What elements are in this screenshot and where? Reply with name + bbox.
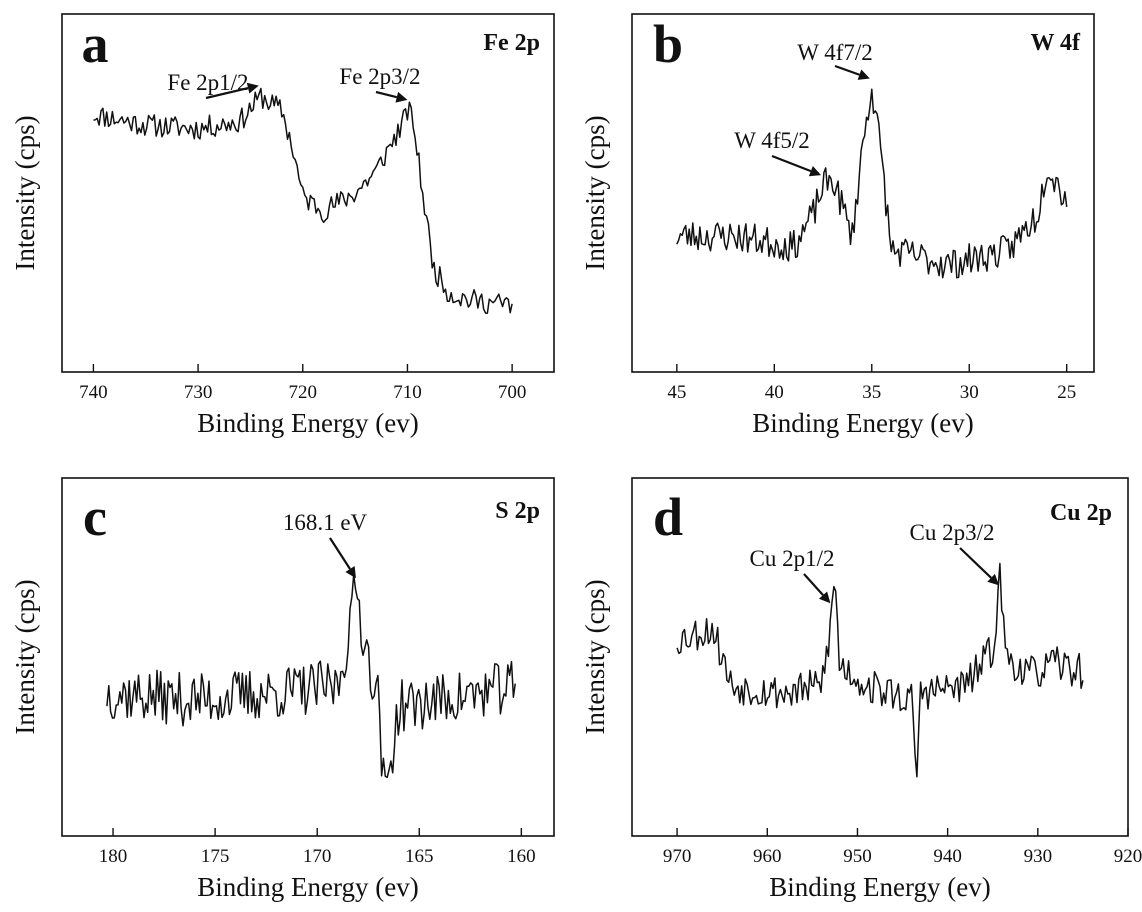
spectrum-line: [106, 573, 516, 779]
xps-panel-d: 970 960 950 940 930 920 Binding Energy (ev) Int…: [580, 477, 1142, 902]
x-tick-label: 35: [862, 382, 881, 403]
x-tick-label: 170: [303, 846, 332, 867]
x-tick-label: 160: [507, 846, 536, 867]
x-tick-label: 30: [960, 382, 979, 403]
panel-letter: d: [653, 487, 683, 547]
x-tick-label: 740: [79, 382, 108, 403]
xps-panel-b: 45 40 35 30 25 Binding Energy (ev) Intensity (…: [580, 13, 1095, 438]
x-tick-label: 175: [201, 846, 230, 867]
x-tick-label: 920: [1114, 846, 1142, 867]
peak-arrow: [803, 573, 824, 596]
x-axis-label: Binding Energy (ev): [197, 872, 418, 902]
element-label: W 4f: [1030, 30, 1081, 56]
plot-frame: [631, 477, 1129, 837]
plot-frame: [61, 13, 555, 373]
y-axis-label: Intensity (cps): [10, 115, 40, 270]
panel-letter: c: [83, 487, 107, 547]
element-label: Fe 2p: [483, 30, 540, 56]
peak-label: Cu 2p1/2: [750, 546, 835, 571]
x-axis-label: Binding Energy (ev): [769, 872, 990, 902]
x-tick-label: 960: [753, 846, 782, 867]
x-tick-label: 25: [1057, 382, 1076, 403]
x-tick-label: 710: [393, 382, 422, 403]
spectrum-line: [676, 88, 1068, 279]
y-axis-label: Intensity (cps): [580, 115, 610, 270]
panel-letter: b: [653, 14, 683, 74]
plot-frame: [631, 13, 1095, 373]
peak-arrow: [205, 87, 249, 100]
peak-label: Fe 2p3/2: [339, 64, 420, 89]
peak-arrow-head: [345, 566, 356, 579]
peak-arrow: [329, 537, 351, 570]
peak-arrow-head: [818, 591, 831, 604]
plot-frame: [61, 477, 555, 837]
x-tick-label: 180: [99, 846, 128, 867]
peak-arrow: [959, 547, 992, 579]
xps-panel-c: 180 175 170 165 160 Binding Energy (ev) Intens…: [10, 477, 555, 902]
x-tick-label: 45: [667, 382, 686, 403]
peak-arrow: [834, 64, 860, 76]
peak-label: Cu 2p3/2: [910, 520, 995, 545]
x-axis-label: Binding Energy (ev): [197, 408, 418, 438]
x-axis-label: Binding Energy (ev): [752, 408, 973, 438]
x-tick-label: 730: [184, 382, 213, 403]
peak-arrow-head: [246, 82, 259, 94]
peak-arrow: [771, 154, 812, 173]
x-tick-label: 940: [933, 846, 962, 867]
peak-arrow-head: [808, 165, 822, 177]
peak-label: 168.1 eV: [283, 510, 368, 535]
spectrum-line: [676, 562, 1084, 778]
peak-arrow-head: [857, 69, 870, 80]
spectrum-line: [93, 87, 513, 314]
x-tick-label: 165: [405, 846, 434, 867]
x-tick-label: 700: [498, 382, 527, 403]
peak-arrow: [375, 90, 398, 99]
peak-label: W 4f5/2: [734, 128, 810, 153]
peak-label: W 4f7/2: [797, 40, 873, 65]
x-tick-label: 970: [663, 846, 692, 867]
y-axis-label: Intensity (cps): [10, 579, 40, 734]
x-tick-label: 950: [843, 846, 872, 867]
x-tick-label: 40: [765, 382, 784, 403]
peak-arrow-head: [987, 573, 1000, 586]
panel-letter: a: [82, 14, 109, 74]
element-label: S 2p: [495, 498, 540, 524]
y-axis-label: Intensity (cps): [580, 579, 610, 734]
peak-arrow-head: [395, 91, 408, 103]
xps-panel-a: 740 730 720 710 700 Binding Energy (ev) Intens…: [10, 13, 555, 438]
x-tick-label: 720: [289, 382, 318, 403]
x-tick-label: 930: [1024, 846, 1053, 867]
element-label: Cu 2p: [1050, 500, 1112, 526]
